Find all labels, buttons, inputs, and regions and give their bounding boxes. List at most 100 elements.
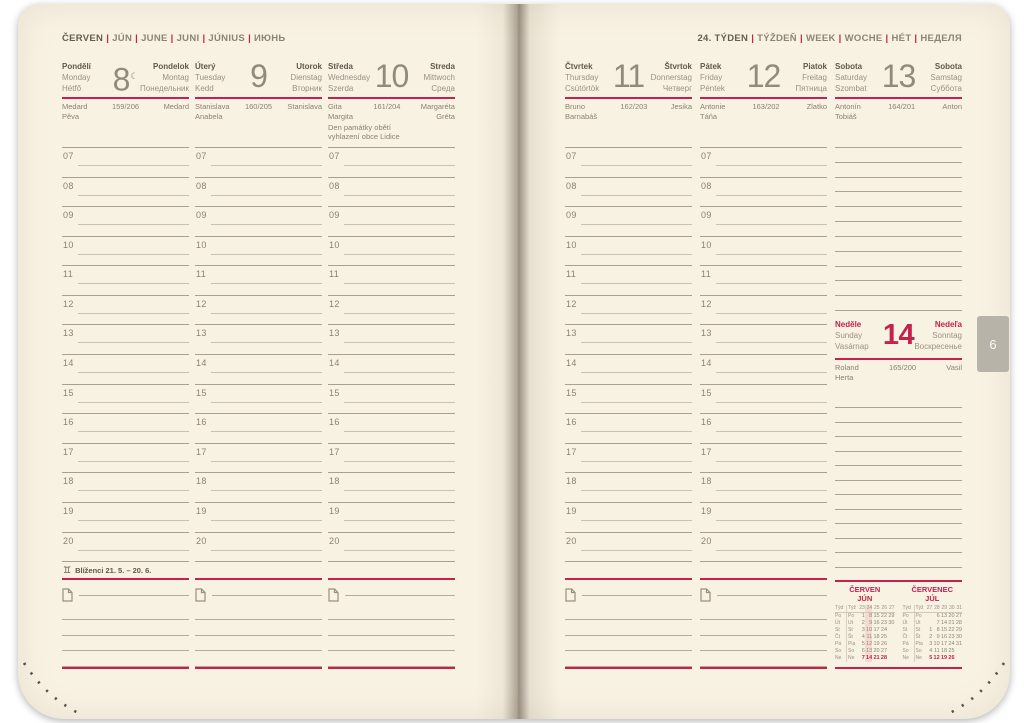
ruled-line xyxy=(835,191,962,193)
day-column-tuesday: Úterý Tuesday Kedd 9 Utorok Dienstag Вторник St… xyxy=(195,59,322,669)
separator-bar: | xyxy=(838,33,842,44)
day-label: Sonntag xyxy=(932,331,962,340)
note-line xyxy=(195,620,322,636)
nameday-row: Antonie Táňa 163/202 Zlatko xyxy=(700,102,827,121)
note-line xyxy=(565,636,692,652)
hour-label: 13 xyxy=(329,328,340,339)
day-label: Sobota xyxy=(934,62,962,71)
hour-label: 18 xyxy=(329,476,340,487)
hour-label: 11 xyxy=(196,269,207,280)
week-number-row: Týd Týž 23 24 25 26 27 xyxy=(835,605,895,613)
hour-label: 20 xyxy=(63,535,74,546)
separator-bar: | xyxy=(799,33,803,44)
notes-area xyxy=(328,580,455,669)
day-of-year: 160/205 xyxy=(244,102,273,111)
hour-entry-line xyxy=(344,401,455,403)
nameday: Gréta xyxy=(436,111,455,121)
day-label: Wednesday xyxy=(328,73,371,82)
hour-row: 17 xyxy=(195,442,322,473)
hour-row: 09 xyxy=(328,206,455,236)
day-of-year: 164/201 xyxy=(888,102,916,111)
memorial-note-line: vyhlazení obce Lidice xyxy=(328,131,400,141)
hour-entry-line xyxy=(344,549,455,551)
day-label: Monday xyxy=(62,73,91,82)
hour-row: 10 xyxy=(328,235,455,266)
day-names-right: Streda Mittwoch Среда xyxy=(423,61,455,97)
nameday: Pěva xyxy=(62,111,80,121)
hour-entry-line xyxy=(78,372,189,374)
hour-entry-line xyxy=(581,342,692,344)
mini-calendar-june: ČERVEN JÚN Týd Týž 23 24 25 26 27 Po Po 1 8 15 22 29 Út U… xyxy=(835,582,895,667)
hour-row: 13 xyxy=(700,324,827,354)
hour-entry-line xyxy=(716,372,827,374)
hour-row: 10 xyxy=(565,235,692,266)
mini-calendar-grid: Týd Týž 23 24 25 26 27 Po Po 1 8 15 22 29 Út Ut 2 9 16 23 30… xyxy=(835,605,895,662)
day-header-sunday: Neděle Sunday Vasárnap 14 Nedeľa Sonntag Воскр… xyxy=(835,313,962,360)
hour-row: 17 xyxy=(62,442,189,473)
hour-entry-line xyxy=(716,224,827,226)
note-line xyxy=(345,594,455,596)
ruled-line xyxy=(835,147,962,148)
nameday-strip-friday: Antonie Táňa 163/202 Zlatko xyxy=(700,99,827,147)
hour-row: 07 xyxy=(565,147,692,177)
ruled-line xyxy=(835,206,962,208)
hour-label: 07 xyxy=(701,151,712,161)
hour-entry-line xyxy=(581,549,692,551)
day-label: Saturday xyxy=(835,73,868,82)
hour-label: 13 xyxy=(196,328,207,339)
hour-row: 11 xyxy=(328,265,455,295)
nameday: Margaréta xyxy=(420,102,455,111)
hour-row: 11 xyxy=(700,265,827,295)
hour-entry-line xyxy=(344,312,455,314)
hour-row: 10 xyxy=(62,235,189,266)
hour-entry-line xyxy=(581,490,692,492)
hour-row: 14 xyxy=(565,354,692,384)
hour-entry-line xyxy=(344,283,455,285)
hour-label: 19 xyxy=(329,505,340,516)
hour-label: 15 xyxy=(196,387,207,398)
hour-entry-line xyxy=(716,401,827,403)
hour-entry-line xyxy=(344,460,455,462)
calendar-month-czech: ČERVENEC xyxy=(911,585,954,594)
hour-label: 14 xyxy=(63,358,74,369)
hour-label: 08 xyxy=(566,180,577,191)
nameday-strip-sunday: Roland Herta 165/200 Vasil xyxy=(835,360,962,388)
calendar-row: Ne Ne 7 14 21 28 xyxy=(835,655,888,662)
moon-phase-icon: ☾ xyxy=(130,71,139,81)
day-names-right: Utorok Dienstag Вторник xyxy=(290,61,322,97)
week-label-lang-2: WEEK xyxy=(805,33,836,44)
day-label: Samstag xyxy=(930,73,962,82)
day-header-wednesday: Středa Wednesday Szerda 10 Streda Mittwoch Сре… xyxy=(328,59,455,99)
hour-entry-line xyxy=(581,194,692,196)
day-names-right: Nedeľa Sonntag Воскресенье xyxy=(914,319,962,358)
note-icon-row xyxy=(328,586,455,604)
hour-entry-line xyxy=(78,194,189,196)
hour-row: 08 xyxy=(195,176,322,207)
day-of-year: 159/206 xyxy=(111,102,140,111)
day-label: Понедельник xyxy=(140,84,189,93)
hour-entry-line xyxy=(716,283,827,285)
hour-row: 17 xyxy=(328,442,455,473)
nameday: Medard xyxy=(62,102,88,111)
ruled-line xyxy=(835,407,962,408)
planner-book: ČERVEN | JÚN | JUNE | JUNI | JÚNIUS | ИЮНЬ Pondělí… xyxy=(18,4,1010,719)
calendar-row: Ne Ne 5 12 19 26 xyxy=(902,655,955,662)
note-icon-row xyxy=(62,586,189,604)
note-line xyxy=(62,604,189,620)
ruled-line xyxy=(835,537,962,539)
hour-label: 18 xyxy=(196,476,207,487)
hour-label: 07 xyxy=(566,151,577,161)
note-line xyxy=(700,604,827,620)
hour-row: 12 xyxy=(62,294,189,325)
hour-label: 12 xyxy=(196,298,207,309)
day-column-thursday: Čtvrtek Thursday Csütörtök 11 Štvrtok Donners… xyxy=(565,59,692,669)
day-end-row xyxy=(700,561,827,580)
hour-row: 07 xyxy=(195,147,322,177)
ruled-line xyxy=(835,235,962,237)
hour-entry-line xyxy=(716,549,827,551)
hour-label: 10 xyxy=(196,239,207,250)
hour-label: 20 xyxy=(701,535,712,546)
day-header-monday: Pondělí Monday Hétfő 8☾ Pondelok Montag Понеде… xyxy=(62,60,189,99)
week-label-primary: 24. TÝDEN xyxy=(697,33,749,44)
hour-row: 19 xyxy=(700,501,827,532)
